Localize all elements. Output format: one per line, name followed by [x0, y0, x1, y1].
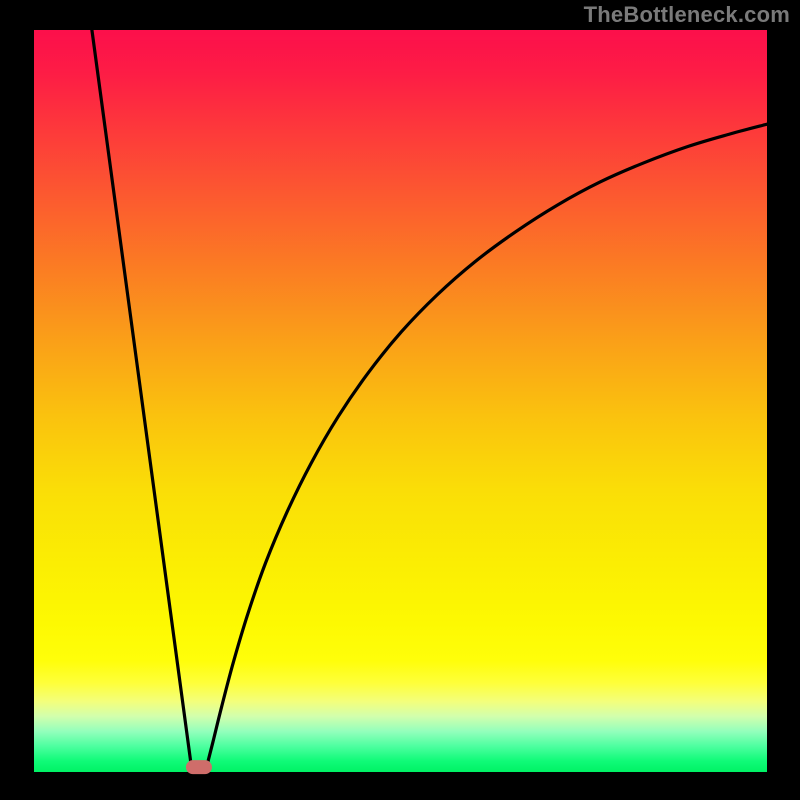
chart-stage: TheBottleneck.com [0, 0, 800, 800]
chart-svg [0, 0, 800, 800]
plot-area [34, 30, 767, 772]
optimum-marker [186, 760, 212, 774]
watermark-text: TheBottleneck.com [584, 2, 790, 28]
